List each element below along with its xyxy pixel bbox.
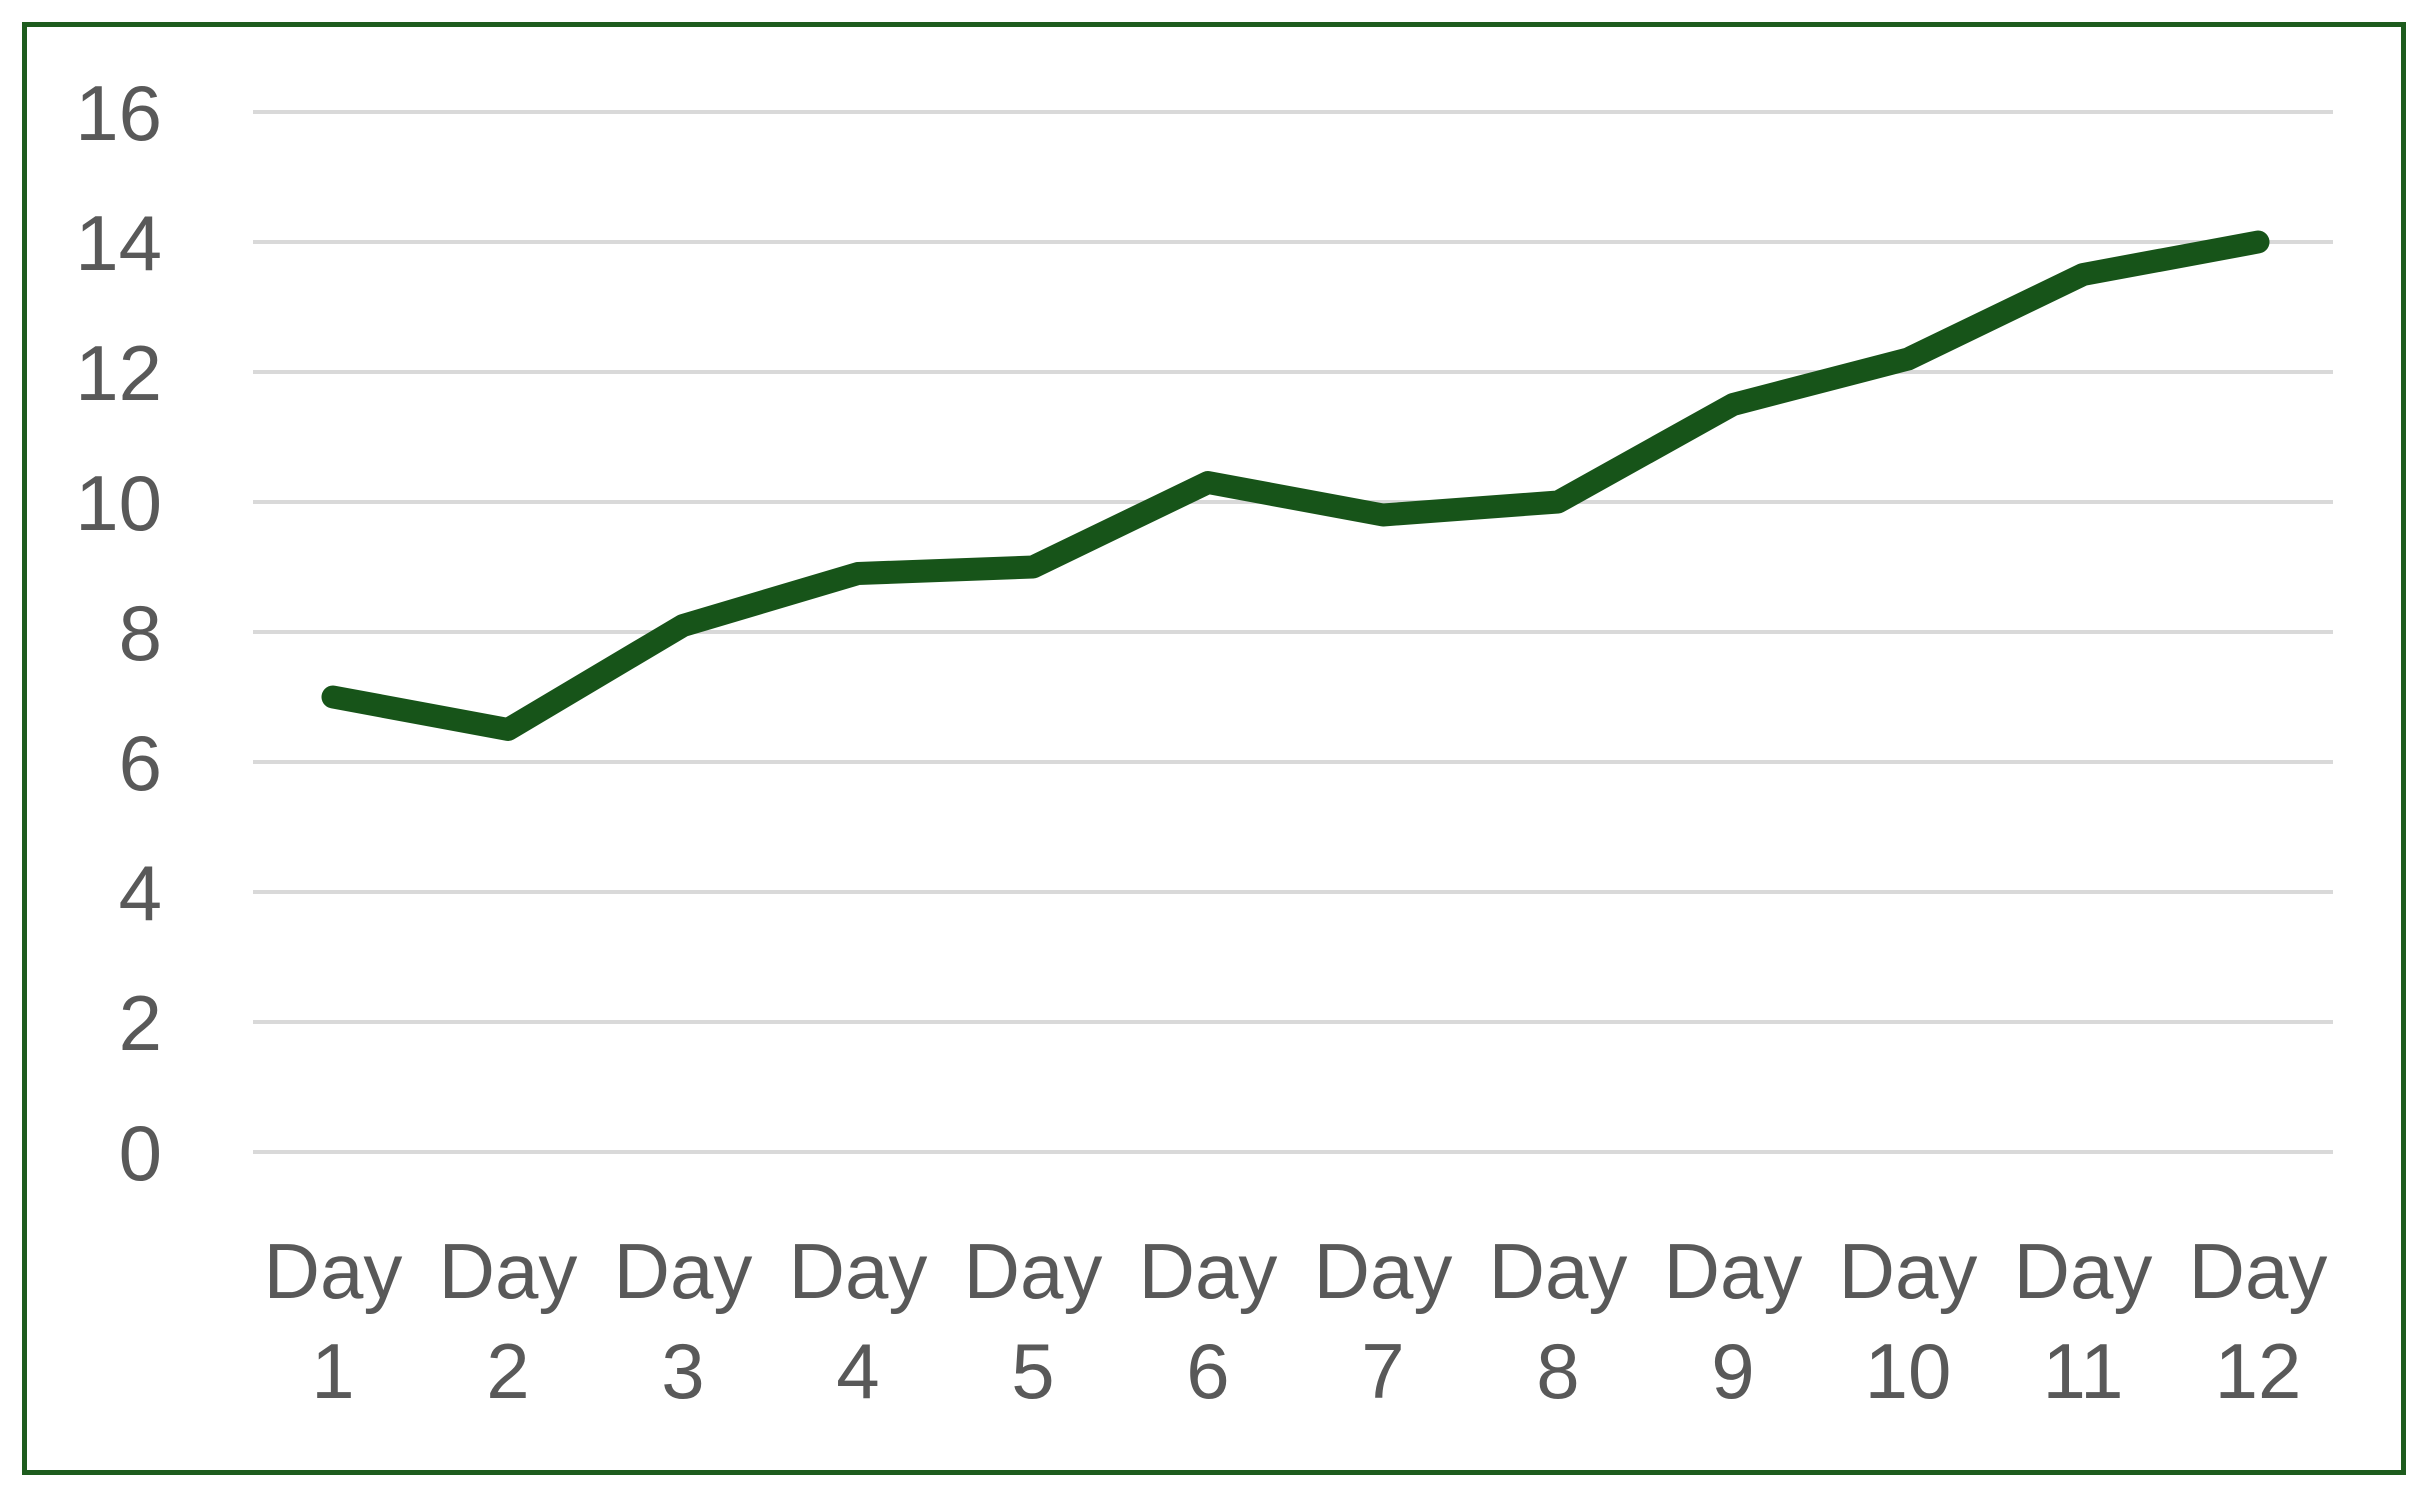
y-tick-label-16: 16 (75, 69, 162, 157)
x-tick-label-num-8: 8 (1536, 1327, 1579, 1415)
x-tick-label-num-11: 11 (2043, 1327, 2124, 1415)
x-tick-label-num-9: 9 (1711, 1327, 1754, 1415)
y-tick-label-0: 0 (119, 1109, 162, 1197)
x-tick-label-num-2: 2 (486, 1327, 529, 1415)
x-tick-label-num-6: 6 (1186, 1327, 1229, 1415)
y-tick-label-14: 14 (75, 199, 162, 287)
x-tick-label-num-10: 10 (1865, 1327, 1952, 1415)
y-tick-label-6: 6 (119, 719, 162, 807)
chart-border (22, 22, 2406, 1475)
x-tick-label-word-7: Day (1314, 1227, 1453, 1315)
y-axis-tick-labels: 16 14 12 10 8 6 4 2 0 (75, 69, 162, 1197)
x-tick-label-num-7: 7 (1361, 1327, 1404, 1415)
x-tick-label-word-10: Day (1839, 1227, 1978, 1315)
x-tick-label-word-2: Day (439, 1227, 578, 1315)
x-tick-label-num-12: 12 (2215, 1327, 2302, 1415)
gridlines-group (253, 110, 2333, 1154)
x-tick-label-word-6: Day (1139, 1227, 1278, 1315)
x-tick-label-word-1: Day (264, 1227, 403, 1315)
y-tick-label-12: 12 (75, 329, 162, 417)
x-tick-label-word-3: Day (614, 1227, 753, 1315)
x-tick-label-word-9: Day (1664, 1227, 1803, 1315)
series-group (321, 230, 2270, 741)
x-tick-label-word-5: Day (964, 1227, 1103, 1315)
y-tick-label-2: 2 (119, 979, 162, 1067)
x-tick-label-word-8: Day (1489, 1227, 1628, 1315)
x-tick-label-word-4: Day (789, 1227, 928, 1315)
x-tick-label-num-1: 1 (311, 1327, 354, 1415)
x-tick-label-num-5: 5 (1011, 1327, 1054, 1415)
x-tick-label-num-3: 3 (661, 1327, 704, 1415)
series-line (321, 230, 2270, 741)
x-tick-label-word-12: Day (2189, 1227, 2328, 1315)
x-tick-label-num-4: 4 (836, 1327, 879, 1415)
x-axis-tick-labels: Day 1 Day 2 Day 3 Day 4 Day 5 Day 6 Day 7 Day 8 Day 9 Day 1… (264, 1227, 2328, 1415)
y-tick-label-10: 10 (75, 459, 162, 547)
x-tick-label-word-11: Day (2014, 1227, 2153, 1315)
y-tick-label-8: 8 (119, 589, 162, 677)
y-tick-label-4: 4 (119, 849, 162, 937)
